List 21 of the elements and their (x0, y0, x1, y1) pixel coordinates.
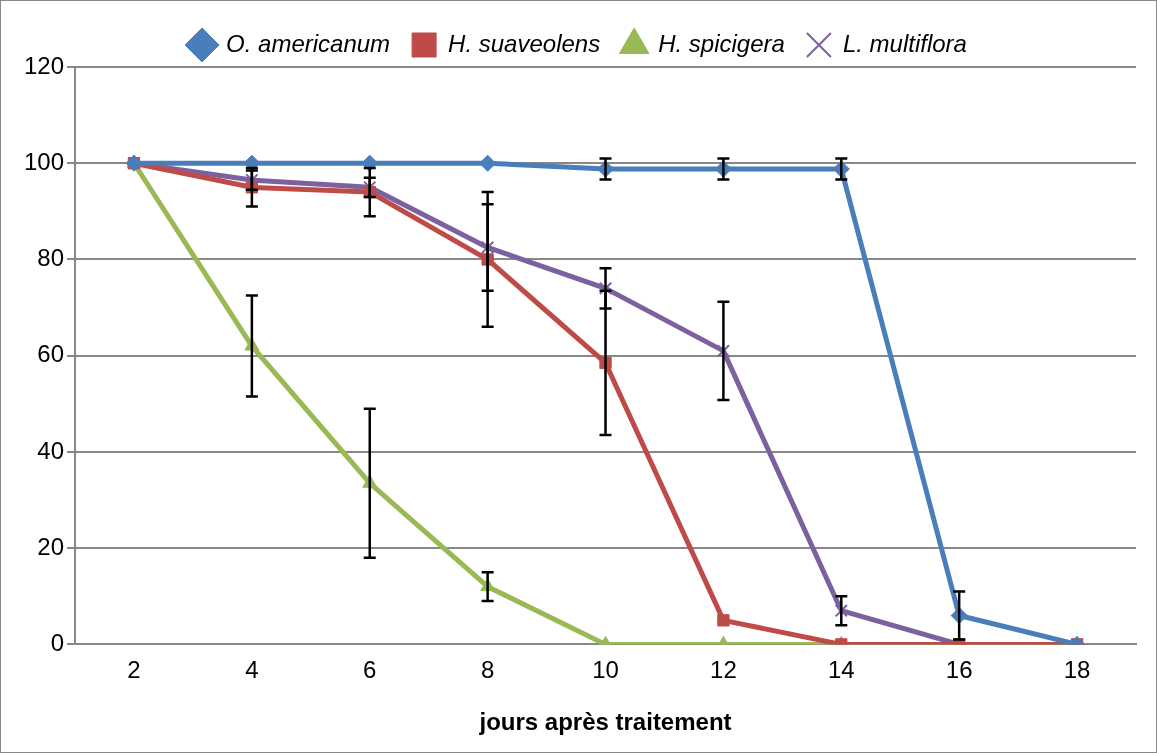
x-tick-label: 10 (592, 656, 619, 684)
y-tick-label: 80 (37, 244, 65, 272)
y-tick-label: 0 (50, 629, 65, 657)
legend-label: H. spicigera (658, 29, 785, 57)
y-tick-label: 20 (37, 532, 65, 560)
y-tick-label: 100 (24, 147, 65, 175)
legend-label: O. americanum (226, 29, 391, 57)
x-tick-label: 6 (363, 656, 377, 684)
x-tick-label: 8 (480, 656, 495, 684)
legend-label: L. multiflora (842, 29, 967, 57)
y-tick-label: 120 (24, 51, 65, 79)
x-tick-label: 4 (245, 656, 259, 684)
x-tick-label: 12 (710, 656, 737, 684)
y-tick-label: 40 (37, 436, 65, 464)
x-tick-label: 16 (945, 656, 973, 684)
x-tick-label: 2 (127, 656, 141, 684)
legend-label: H. suaveolens (448, 29, 601, 57)
x-tick-label: 18 (1063, 656, 1091, 684)
x-axis-title: jours après traitement (478, 708, 732, 736)
x-tick-label: 14 (827, 656, 855, 684)
y-tick-label: 60 (37, 340, 65, 368)
